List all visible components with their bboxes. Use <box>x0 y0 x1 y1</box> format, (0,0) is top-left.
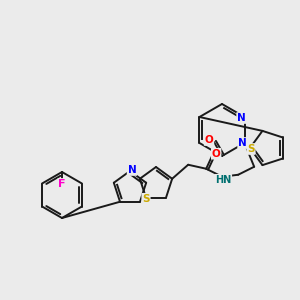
Text: O: O <box>205 135 213 145</box>
Text: N: N <box>238 138 247 148</box>
Text: S: S <box>142 194 150 204</box>
Text: F: F <box>58 179 66 189</box>
Text: N: N <box>237 113 246 123</box>
Text: O: O <box>212 149 220 159</box>
Text: S: S <box>247 144 255 154</box>
Text: N: N <box>128 165 136 175</box>
Text: HN: HN <box>215 175 231 185</box>
